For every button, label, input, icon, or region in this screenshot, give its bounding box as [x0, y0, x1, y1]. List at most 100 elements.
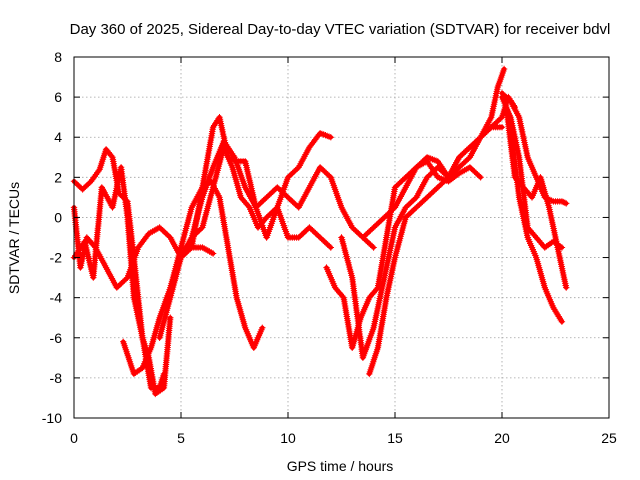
data-point	[189, 235, 194, 240]
data-point	[435, 175, 440, 180]
data-point	[131, 295, 136, 300]
data-point	[211, 125, 216, 130]
data-point	[517, 115, 522, 120]
x-tick-label: 20	[494, 430, 510, 446]
data-point	[243, 185, 248, 190]
data-point	[333, 285, 338, 290]
data-point	[382, 275, 387, 280]
data-point	[140, 365, 145, 370]
data-point	[414, 195, 419, 200]
plus-markers	[359, 124, 506, 241]
data-point	[547, 205, 552, 210]
data-point	[328, 175, 333, 180]
data-point	[508, 99, 513, 104]
series-track-6	[188, 114, 334, 251]
data-point	[153, 391, 158, 396]
data-point	[564, 201, 569, 206]
data-point	[146, 231, 151, 236]
data-point	[414, 205, 419, 210]
series-trace	[339, 94, 518, 361]
data-point	[403, 175, 408, 180]
data-point	[495, 85, 500, 90]
data-point	[500, 91, 504, 96]
data-point	[467, 145, 472, 150]
data-point	[318, 235, 323, 240]
y-tick-label: 4	[54, 129, 62, 145]
data-point	[435, 159, 440, 164]
y-tick-label: 8	[54, 49, 62, 65]
data-point	[217, 115, 222, 120]
data-point	[121, 339, 126, 344]
data-point	[104, 265, 109, 270]
data-point	[157, 315, 162, 320]
data-point	[179, 255, 183, 260]
data-point	[393, 255, 397, 260]
data-point	[78, 265, 83, 270]
data-point	[230, 165, 235, 170]
y-tick-label: -10	[42, 410, 62, 426]
x-tick-label: 15	[387, 430, 403, 446]
data-point	[382, 215, 387, 220]
y-tick-label: 2	[54, 169, 62, 185]
series-track-7	[177, 144, 334, 261]
data-point	[296, 165, 301, 170]
data-point	[275, 205, 280, 210]
x-tick-label: 0	[70, 430, 78, 446]
data-point	[517, 195, 522, 200]
data-point	[104, 147, 109, 152]
y-axis-label: SDTVAR / TECUs	[6, 182, 22, 294]
data-point	[457, 155, 462, 160]
data-point	[446, 175, 451, 180]
data-point	[328, 245, 333, 250]
data-point	[375, 285, 380, 290]
data-point	[189, 205, 194, 210]
data-point	[435, 185, 440, 190]
y-tick-label: -2	[50, 250, 63, 266]
data-point	[534, 235, 539, 240]
data-point	[114, 285, 119, 290]
data-point	[478, 175, 483, 180]
data-point	[189, 245, 194, 250]
data-point	[200, 225, 205, 230]
data-point	[161, 385, 166, 390]
data-point	[367, 371, 372, 376]
data-point	[275, 185, 280, 190]
series-trace	[360, 124, 505, 240]
y-tick-label: -4	[50, 290, 63, 306]
data-point	[393, 185, 397, 190]
data-point	[350, 275, 355, 280]
data-point	[243, 159, 248, 164]
data-point	[478, 135, 483, 140]
data-point	[97, 167, 102, 172]
data-point	[168, 295, 173, 300]
data-point	[500, 125, 504, 130]
data-point	[414, 165, 419, 170]
data-point	[517, 155, 522, 160]
data-point	[200, 185, 205, 190]
data-point	[534, 255, 539, 260]
data-point	[339, 235, 344, 240]
y-tick-label: -6	[50, 330, 63, 346]
data-point	[403, 215, 408, 220]
data-point	[136, 245, 141, 250]
data-point	[328, 135, 333, 140]
series-layer	[70, 65, 570, 398]
data-point	[367, 295, 372, 300]
data-point	[264, 195, 269, 200]
data-point	[384, 235, 389, 240]
data-point	[467, 165, 472, 170]
data-point	[341, 295, 346, 300]
data-point	[91, 275, 96, 280]
data-point	[211, 251, 216, 256]
plus-markers	[338, 93, 518, 361]
data-point	[264, 215, 269, 220]
data-point	[425, 155, 430, 160]
data-point	[457, 165, 462, 170]
data-point	[360, 355, 365, 360]
series-track-11	[366, 65, 508, 378]
data-point	[110, 205, 115, 210]
data-point	[318, 165, 323, 170]
data-point	[559, 319, 564, 324]
x-tick-label: 10	[280, 430, 296, 446]
data-point	[80, 187, 85, 192]
